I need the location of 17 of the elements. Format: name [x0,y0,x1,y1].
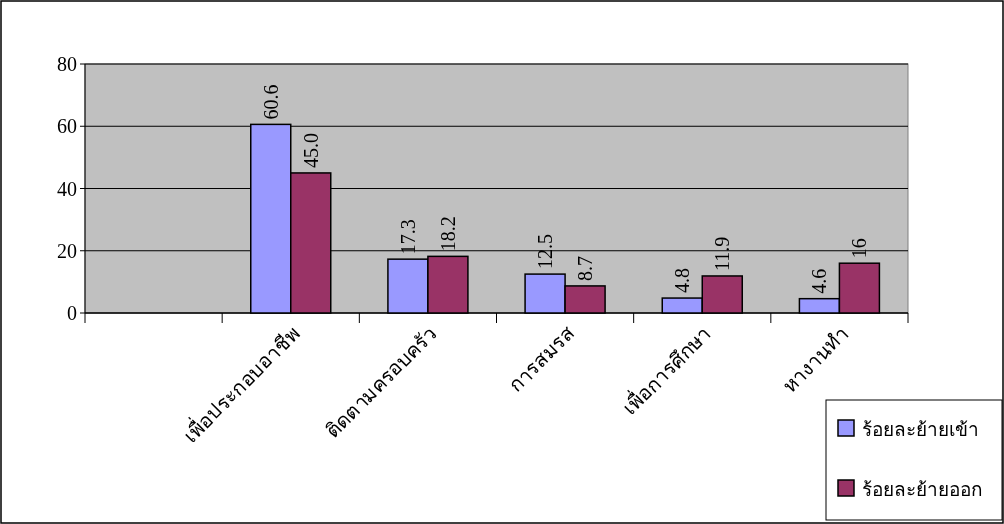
data-label: 11.9 [711,236,734,271]
y-tick-label: 20 [57,239,77,262]
data-label: 4.6 [808,268,831,294]
y-tick-label: 40 [57,177,77,200]
y-tick-label: 80 [57,53,77,75]
data-label: 8.7 [574,255,597,281]
data-label: 60.6 [259,84,282,120]
data-label: 17.3 [396,219,419,255]
data-label: 4.8 [671,268,694,294]
legend-label: ร้อยละย้ายออก [862,479,983,500]
legend-label: ร้อยละย้ายเข้า [862,419,979,440]
data-label: 12.5 [534,234,557,270]
y-tick-label: 60 [57,115,77,138]
data-label: 45.0 [299,132,322,168]
data-label: 18.2 [436,216,459,252]
data-label: 16 [848,238,871,259]
y-tick-label: 0 [67,302,77,324]
